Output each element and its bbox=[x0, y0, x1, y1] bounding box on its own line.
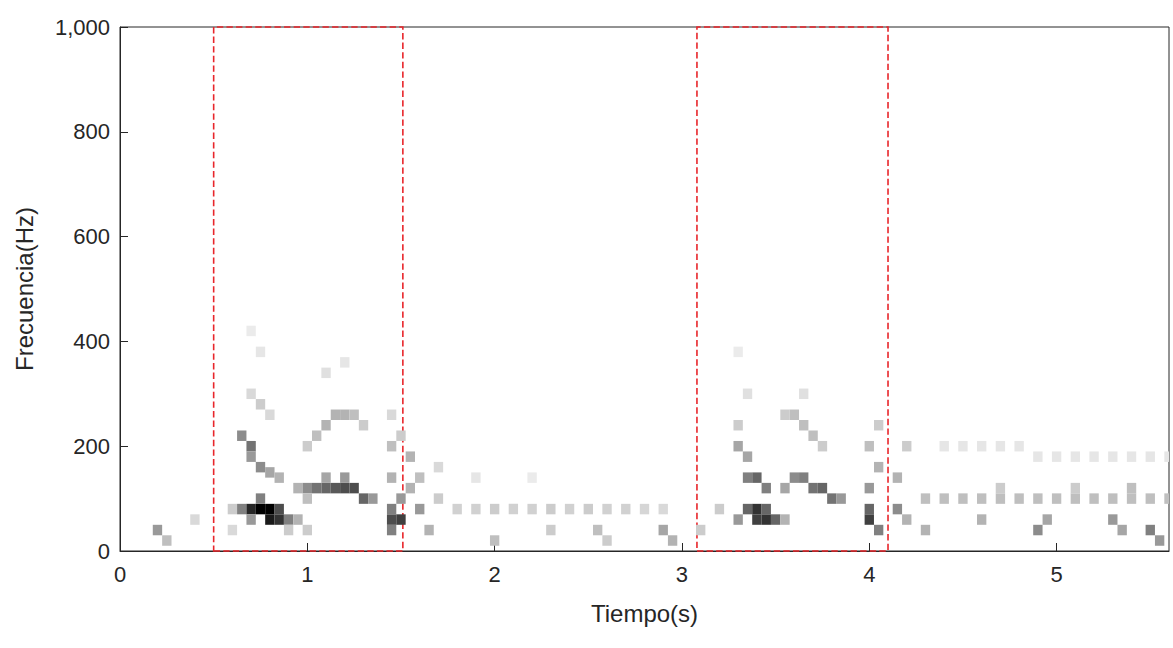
svg-text:800: 800 bbox=[73, 119, 110, 144]
svg-text:200: 200 bbox=[73, 434, 110, 459]
svg-text:0: 0 bbox=[114, 562, 126, 587]
svg-text:0: 0 bbox=[98, 539, 110, 564]
svg-text:1: 1 bbox=[301, 562, 313, 587]
svg-text:2: 2 bbox=[489, 562, 501, 587]
svg-text:3: 3 bbox=[676, 562, 688, 587]
svg-text:1,000: 1,000 bbox=[55, 15, 110, 40]
svg-text:5: 5 bbox=[1050, 562, 1062, 587]
svg-text:Frecuencia(Hz): Frecuencia(Hz) bbox=[11, 207, 38, 371]
svg-text:Tiempo(s): Tiempo(s) bbox=[591, 600, 698, 627]
svg-text:4: 4 bbox=[863, 562, 875, 587]
svg-text:400: 400 bbox=[73, 329, 110, 354]
svg-text:600: 600 bbox=[73, 224, 110, 249]
